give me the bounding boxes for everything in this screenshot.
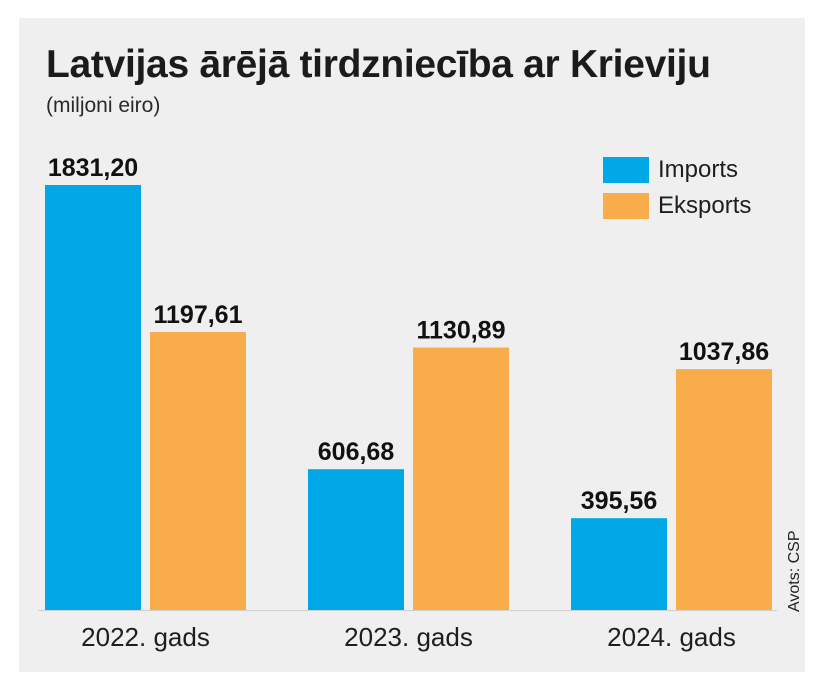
bar-imports-1 xyxy=(45,185,141,610)
bar-value-label-eksports-3: 1037,86 xyxy=(679,338,769,366)
category-label-2: 2023. gads xyxy=(344,622,473,652)
bar-value-label-imports-2: 606,68 xyxy=(318,438,395,466)
bar-value-label-eksports-2: 1130,89 xyxy=(417,317,506,345)
chart-subtitle: (miljoni eiro) xyxy=(46,94,161,117)
legend-label-imports: Imports xyxy=(658,156,739,183)
chart-title: Latvijas ārējā tirdzniecība ar Krieviju xyxy=(46,43,711,86)
legend-item-imports: Imports xyxy=(603,152,751,188)
bar-imports-3 xyxy=(571,518,667,610)
legend-swatch-eksports xyxy=(603,193,649,219)
bar-value-label-eksports-1: 1197,61 xyxy=(154,301,243,329)
bar-value-label-imports-3: 395,56 xyxy=(581,487,657,515)
legend-swatch-imports xyxy=(603,157,649,183)
bar-eksports-3 xyxy=(676,369,772,610)
legend: Imports Eksports xyxy=(603,152,751,224)
bar-value-label-imports-1: 1831,20 xyxy=(48,154,138,182)
bar-eksports-1 xyxy=(150,332,246,610)
legend-item-eksports: Eksports xyxy=(603,188,751,224)
category-label-3: 2024. gads xyxy=(607,622,736,652)
source-note: Avots: CSP xyxy=(786,530,803,612)
legend-label-eksports: Eksports xyxy=(658,192,752,219)
category-label-1: 2022. gads xyxy=(81,622,210,652)
bar-imports-2 xyxy=(308,469,404,610)
bar-eksports-2 xyxy=(413,347,509,610)
